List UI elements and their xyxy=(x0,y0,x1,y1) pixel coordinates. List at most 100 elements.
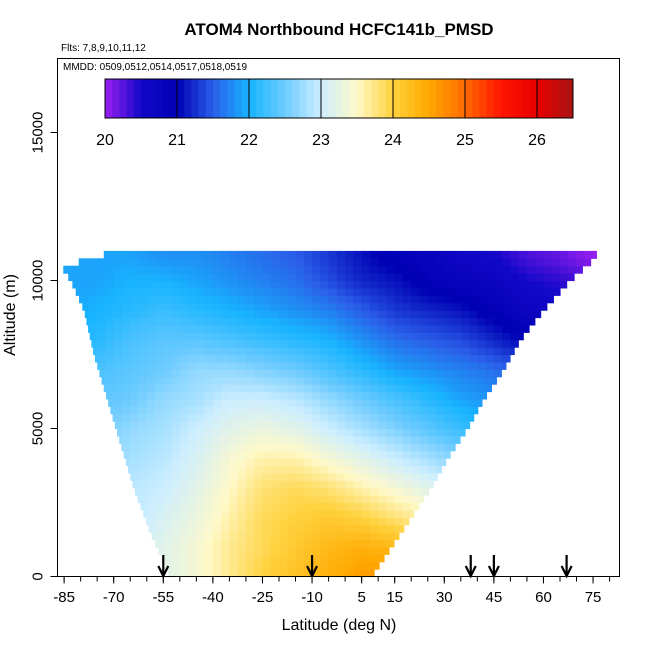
heatmap-cell xyxy=(469,258,478,267)
heatmap-cell xyxy=(179,354,189,363)
heatmap-cell xyxy=(163,443,173,452)
heatmap-cell xyxy=(378,480,388,489)
heatmap-cell xyxy=(221,384,230,393)
heatmap-cell xyxy=(411,413,421,422)
heatmap-cell xyxy=(386,391,396,400)
heatmap-cell xyxy=(262,450,272,459)
heatmap-cell xyxy=(378,443,388,452)
heatmap-cell xyxy=(369,428,379,437)
heatmap-cell xyxy=(99,369,107,378)
heatmap-cell xyxy=(237,354,247,363)
heatmap-cell xyxy=(130,287,140,296)
heatmap-cell xyxy=(378,295,388,304)
heatmap-cell xyxy=(196,265,206,274)
heatmap-cell xyxy=(138,480,148,489)
y-tick-label: 5000 xyxy=(30,412,47,445)
heatmap-cell xyxy=(121,354,131,363)
heatmap-cell xyxy=(278,273,288,282)
heatmap-cell xyxy=(113,287,123,296)
heatmap-cell xyxy=(361,347,371,356)
heatmap-cell xyxy=(427,376,437,385)
heatmap-cell xyxy=(63,265,65,274)
heatmap-cell xyxy=(320,465,330,474)
heatmap-cell xyxy=(171,465,181,474)
heatmap-cell xyxy=(369,361,379,370)
heatmap-cell xyxy=(245,428,255,437)
heatmap-cell xyxy=(188,421,197,430)
heatmap-cell xyxy=(477,384,487,393)
heatmap-cell xyxy=(146,502,156,511)
heatmap-cell xyxy=(270,495,280,504)
heatmap-cell xyxy=(237,339,247,348)
heatmap-cell xyxy=(345,428,354,437)
heatmap-cell xyxy=(237,561,247,570)
heatmap-cell xyxy=(229,295,239,304)
heatmap-cell xyxy=(287,443,297,452)
heatmap-cell xyxy=(386,376,396,385)
heatmap-cell xyxy=(419,450,429,459)
heatmap-cell xyxy=(179,450,189,459)
heatmap-cell xyxy=(345,280,354,289)
heatmap-cell xyxy=(270,295,280,304)
heatmap-cell xyxy=(168,569,173,578)
heatmap-cell xyxy=(402,524,405,533)
heatmap-cell xyxy=(287,273,297,282)
heatmap-cell xyxy=(502,280,511,289)
heatmap-cell xyxy=(411,421,421,430)
heatmap-cell xyxy=(518,273,528,282)
heatmap-cell xyxy=(130,465,140,474)
heatmap-cell xyxy=(171,347,181,356)
heatmap-cell xyxy=(89,332,98,341)
heatmap-cell xyxy=(328,391,338,400)
heatmap-cell xyxy=(262,369,272,378)
heatmap-cell xyxy=(254,435,264,444)
heatmap-cell xyxy=(345,495,354,504)
heatmap-cell xyxy=(328,324,338,333)
dates-subtitle: MMDD: 0509,0512,0514,0517,0518,0519 xyxy=(63,62,247,73)
heatmap-cell xyxy=(361,406,371,415)
heatmap-cell xyxy=(146,465,156,474)
heatmap-cell xyxy=(361,280,371,289)
heatmap-cell xyxy=(369,480,379,489)
heatmap-cell xyxy=(345,509,354,518)
heatmap-cell xyxy=(221,539,230,548)
heatmap-cell xyxy=(155,517,164,526)
heatmap-cell xyxy=(378,502,388,511)
heatmap-cell xyxy=(155,487,164,496)
heatmap-cell xyxy=(378,317,388,326)
heatmap-cell xyxy=(221,532,230,541)
heatmap-cell xyxy=(105,302,115,311)
heatmap-cell xyxy=(345,317,354,326)
heatmap-cell xyxy=(353,347,363,356)
heatmap-cell xyxy=(130,339,140,348)
heatmap-cell xyxy=(287,465,297,474)
heatmap-cell xyxy=(105,273,115,282)
heatmap-cell xyxy=(345,354,354,363)
heatmap-cell xyxy=(535,280,545,289)
heatmap-cell xyxy=(112,413,115,422)
heatmap-cell xyxy=(130,413,140,422)
heatmap-cell xyxy=(245,324,255,333)
heatmap-cell xyxy=(336,332,346,341)
heatmap-cell xyxy=(179,324,189,333)
heatmap-cell xyxy=(64,265,73,274)
heatmap-cell xyxy=(460,339,470,348)
heatmap-cell xyxy=(254,376,264,385)
heatmap-cell xyxy=(121,287,131,296)
heatmap-cell xyxy=(262,561,272,570)
heatmap-cell xyxy=(278,332,288,341)
heatmap-cell xyxy=(336,310,346,319)
heatmap-cell xyxy=(163,524,173,533)
heatmap-cell xyxy=(237,324,247,333)
heatmap-cell xyxy=(171,369,181,378)
heatmap-cell xyxy=(221,561,230,570)
heatmap-cell xyxy=(212,273,222,282)
heatmap-cell xyxy=(402,398,412,407)
heatmap-cell xyxy=(345,421,354,430)
heatmap-cell xyxy=(270,324,280,333)
heatmap-cell xyxy=(237,532,247,541)
heatmap-cell xyxy=(245,435,255,444)
heatmap-cell xyxy=(378,347,388,356)
heatmap-cell xyxy=(535,265,545,274)
heatmap-cell xyxy=(86,317,90,326)
